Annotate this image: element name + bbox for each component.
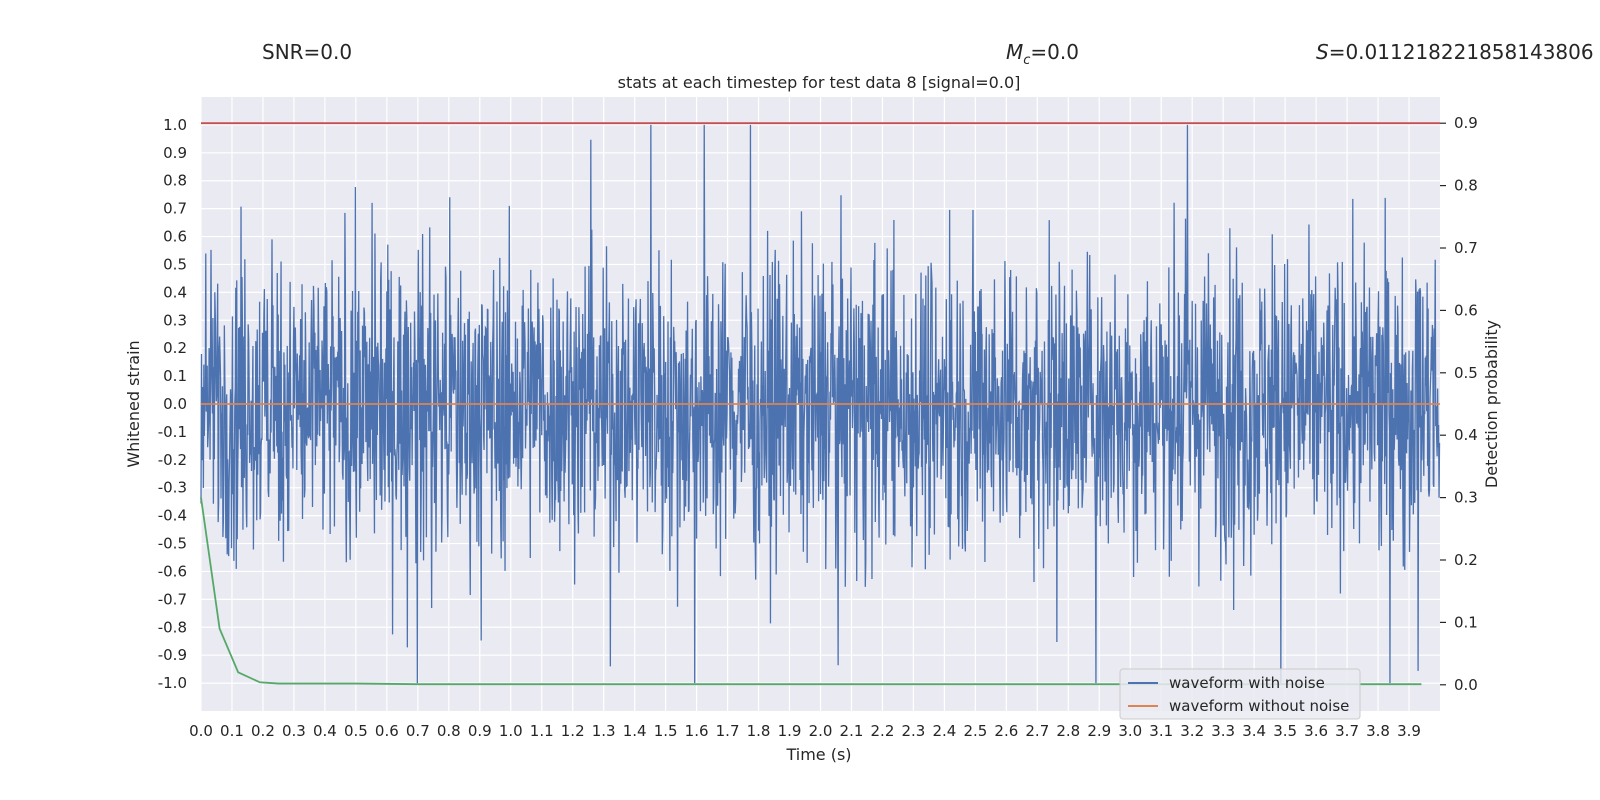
x-tick-label: 3.7 <box>1335 722 1359 740</box>
x-tick-label: 0.3 <box>282 722 306 740</box>
y-tick-label: -1.0 <box>158 674 187 692</box>
x-tick-label: 1.9 <box>778 722 802 740</box>
y-tick-label: 0.5 <box>163 255 187 273</box>
y-tick-label: 0.6 <box>163 228 187 246</box>
y-tick-label: -0.4 <box>158 507 187 525</box>
y-tick-label: 0.8 <box>163 172 187 190</box>
y2-tick-label: 0.2 <box>1454 551 1478 569</box>
x-tick-label: 3.6 <box>1304 722 1328 740</box>
x-tick-label: 1.0 <box>499 722 523 740</box>
y2-tick-label: 0.6 <box>1454 301 1478 319</box>
y-tick-label: -0.1 <box>158 423 187 441</box>
y-tick-label: -0.9 <box>158 646 187 664</box>
x-tick-label: 1.1 <box>530 722 554 740</box>
x-tick-label: 0.7 <box>406 722 430 740</box>
y-tick-label: 0.0 <box>163 395 187 413</box>
x-tick-label: 2.8 <box>1056 722 1080 740</box>
y2-tick-label: 0.8 <box>1454 177 1478 195</box>
y2-axis-ticks: 0.9 0.8 0.7 0.6 0.5 0.4 0.3 0.2 0.1 0.0 <box>1440 114 1478 694</box>
x-tick-label: 1.5 <box>654 722 678 740</box>
s-stat-symbol: S <box>1316 40 1329 64</box>
x-tick-label: 3.2 <box>1180 722 1204 740</box>
x-tick-label: 1.3 <box>592 722 616 740</box>
x-tick-label: 1.6 <box>685 722 709 740</box>
snr-label: SNR=0.0 <box>262 40 353 64</box>
series-lines <box>200 122 1440 686</box>
y2-tick-label: 0.5 <box>1454 364 1478 382</box>
y-tick-label: 0.9 <box>163 144 187 162</box>
chirp-mass-value: =0.0 <box>1030 40 1079 64</box>
x-tick-label: 2.0 <box>809 722 833 740</box>
series-waveform-with-noise <box>200 124 1441 684</box>
x-tick-label: 3.0 <box>1118 722 1142 740</box>
x-tick-label: 3.5 <box>1273 722 1297 740</box>
y-tick-label: -0.6 <box>158 562 187 580</box>
y2-tick-label: 0.9 <box>1454 114 1478 132</box>
y-tick-label: -0.2 <box>158 451 187 469</box>
x-tick-label: 0.6 <box>375 722 399 740</box>
legend-box <box>1119 668 1361 720</box>
y2-tick-label: 0.7 <box>1454 239 1478 257</box>
legend-label-noise: waveform with noise <box>1169 674 1325 692</box>
x-tick-label: 3.9 <box>1397 722 1421 740</box>
x-tick-label: 2.7 <box>1025 722 1049 740</box>
legend-label-clean: waveform without noise <box>1169 697 1349 715</box>
x-axis-ticks: 0.0 0.1 0.2 0.3 0.4 0.5 0.6 0.7 0.8 0.9 1.0 1.1 1.2 1… <box>189 722 1421 740</box>
x-tick-label: 1.2 <box>561 722 585 740</box>
x-tick-label: 0.1 <box>220 722 244 740</box>
y2-tick-label: 0.0 <box>1454 676 1478 694</box>
x-tick-label: 2.3 <box>901 722 925 740</box>
x-tick-label: 2.6 <box>994 722 1018 740</box>
noise-waveform-path <box>200 124 1441 684</box>
x-tick-label: 3.3 <box>1211 722 1235 740</box>
chirp-mass-label: Mc=0.0 <box>1006 40 1079 68</box>
y-tick-label: 0.7 <box>163 200 187 218</box>
x-tick-label: 1.7 <box>716 722 740 740</box>
x-axis-label: Time (s) <box>785 745 851 764</box>
x-tick-label: 0.5 <box>344 722 368 740</box>
y-tick-label: 0.4 <box>163 283 187 301</box>
x-tick-label: 2.2 <box>871 722 895 740</box>
x-tick-label: 0.9 <box>468 722 492 740</box>
s-stat-value: =0.011218221858143806 <box>1328 40 1594 64</box>
y2-tick-label: 0.3 <box>1454 489 1478 507</box>
x-tick-label: 1.4 <box>623 722 647 740</box>
y-tick-label: 1.0 <box>163 116 187 134</box>
x-tick-label: 0.8 <box>437 722 461 740</box>
x-tick-label: 2.9 <box>1087 722 1111 740</box>
x-tick-label: 3.4 <box>1242 722 1266 740</box>
x-tick-label: 0.4 <box>313 722 337 740</box>
y-tick-label: -0.5 <box>158 535 187 553</box>
y-axis-ticks: 1.0 0.9 0.8 0.7 0.6 0.5 0.4 0.3 0.2 0.1 0.0 -0.1 -0.… <box>158 116 187 692</box>
s-stat-label: S=0.011218221858143806 <box>1316 40 1594 64</box>
x-tick-label: 1.8 <box>747 722 771 740</box>
x-tick-label: 2.1 <box>840 722 864 740</box>
y-tick-label: 0.2 <box>163 339 187 357</box>
x-tick-label: 3.1 <box>1149 722 1173 740</box>
series-line-2 <box>200 497 1422 686</box>
grid-lines <box>200 97 1440 711</box>
x-tick-label: 3.8 <box>1366 722 1390 740</box>
y2-tick-label: 0.4 <box>1454 426 1478 444</box>
y-tick-label: -0.8 <box>158 618 187 636</box>
y2-axis-label: Detection probability <box>1482 320 1501 488</box>
chirp-mass-subscript: c <box>1023 53 1031 68</box>
y-tick-label: -0.3 <box>158 479 187 497</box>
chart-title: stats at each timestep for test data 8 [… <box>618 73 1021 92</box>
y2-tick-label: 0.1 <box>1454 613 1478 631</box>
legend: waveform with noise waveform without noi… <box>1119 668 1361 720</box>
x-tick-label: 2.5 <box>963 722 987 740</box>
x-tick-label: 0.2 <box>251 722 275 740</box>
chirp-mass-symbol: M <box>1006 40 1024 64</box>
x-tick-label: 0.0 <box>189 722 213 740</box>
y-tick-label: -0.7 <box>158 590 187 608</box>
x-tick-label: 2.4 <box>932 722 956 740</box>
y-tick-label: 0.3 <box>163 311 187 329</box>
y-tick-label: 0.1 <box>163 367 187 385</box>
y-axis-label: Whitened strain <box>124 340 143 467</box>
